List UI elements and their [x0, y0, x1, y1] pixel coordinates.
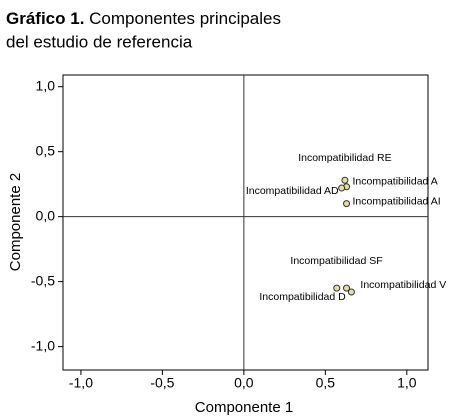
- plot-frame: [62, 74, 429, 371]
- x-tick-label: 0,5: [316, 375, 336, 391]
- x-tick-label: 1,0: [397, 375, 417, 391]
- point: [347, 288, 355, 296]
- point: [343, 284, 351, 292]
- point: [333, 284, 341, 292]
- point: [338, 184, 346, 192]
- point-label: Incompatibilidad AI: [353, 195, 441, 207]
- point: [343, 200, 351, 208]
- y-tick-label: 0,0: [36, 207, 56, 223]
- point-label: Incompatibilidad RE: [298, 152, 391, 164]
- title-line: Componentes principales: [89, 9, 281, 28]
- x-tick-label: 0,0: [234, 375, 254, 391]
- title-prefix: Gráfico 1.: [6, 9, 84, 28]
- x-tick-label: -0,5: [150, 375, 174, 391]
- point-label: Incompatibilidad V: [360, 279, 446, 291]
- y-axis-title: Componente 2: [7, 173, 24, 271]
- y-tick-label: 0,5: [36, 142, 56, 158]
- x-axis-title: Componente 1: [195, 399, 293, 416]
- y-tick-label: -0,5: [31, 272, 55, 288]
- title-line: del estudio de referencia: [6, 32, 193, 51]
- point-label: Incompatibilidad A: [353, 176, 438, 188]
- point-label: Incompatibilidad D: [259, 291, 346, 303]
- y-tick-label: -1,0: [31, 337, 55, 353]
- chart-title: Gráfico 1. Componentes principales: [6, 9, 281, 28]
- point-label: Incompatibilidad SF: [290, 255, 382, 267]
- x-tick-label: -1,0: [69, 375, 93, 391]
- point: [341, 176, 349, 184]
- point-label: Incompatibilidad AD: [246, 185, 339, 197]
- y-tick-label: 1,0: [36, 77, 56, 93]
